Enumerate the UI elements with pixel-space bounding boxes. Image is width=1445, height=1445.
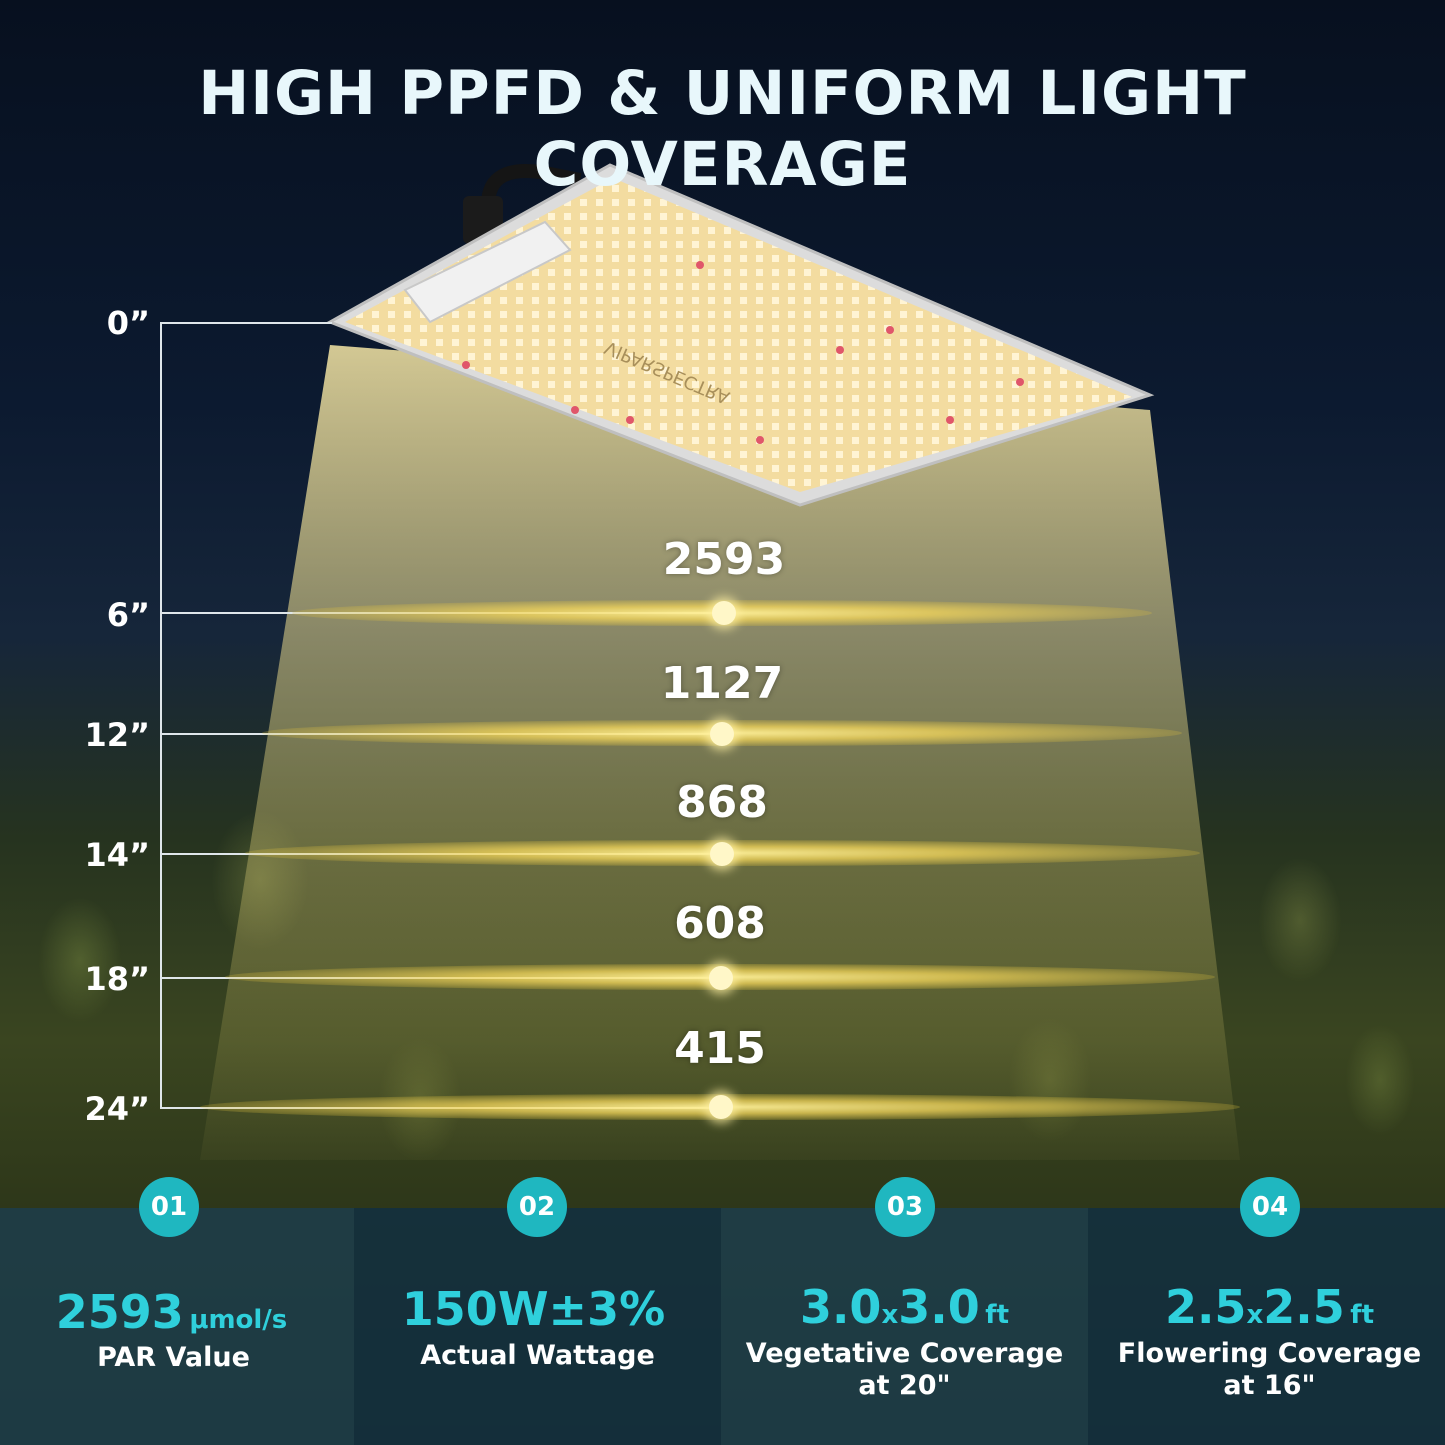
- par-value: 2593 μmol/s: [0, 1285, 355, 1339]
- vegetative-coverage-value: 3.0x3.0 ft: [721, 1280, 1088, 1334]
- ppfd-value-6: 2593: [662, 534, 786, 585]
- ppfd-value-18: 608: [674, 898, 766, 949]
- par-label: PAR Value: [97, 1342, 250, 1373]
- measure-point-24: [709, 1095, 733, 1119]
- flowering-label-line1: Flowering Coverage: [1117, 1338, 1422, 1369]
- spec-stats-band: [0, 1208, 1445, 1445]
- height-label-24: 24”: [84, 1090, 150, 1128]
- veg-unit: ft: [985, 1300, 1010, 1330]
- height-label-12: 12”: [84, 716, 150, 754]
- stat-badge-01: 01: [139, 1177, 199, 1237]
- flower-width: 2.5: [1164, 1280, 1247, 1334]
- flowering-label-line2: at 16": [1223, 1370, 1316, 1401]
- vegetative-label-line2: at 20": [858, 1370, 951, 1401]
- flower-length: 2.5: [1263, 1280, 1345, 1334]
- stat-card-wattage: [354, 1208, 721, 1445]
- wattage-number: 150W±3%: [401, 1282, 666, 1336]
- wattage-value: 150W±3%: [350, 1282, 717, 1336]
- height-label-18: 18”: [84, 960, 150, 998]
- ppfd-value-12: 1127: [660, 658, 784, 709]
- height-label-14: 14”: [84, 836, 150, 874]
- veg-length: 3.0: [898, 1280, 980, 1334]
- scale-tick-0: [160, 322, 332, 324]
- height-label-6: 6”: [106, 596, 150, 634]
- stat-badge-03: 03: [875, 1177, 935, 1237]
- flower-times: x: [1246, 1300, 1264, 1330]
- veg-width: 3.0: [799, 1280, 882, 1334]
- page-title: HIGH PPFD & UNIFORM LIGHT COVERAGE: [198, 58, 1247, 200]
- stat-badge-04: 04: [1240, 1177, 1300, 1237]
- measure-point-12: [710, 722, 734, 746]
- ppfd-value-14: 868: [676, 777, 768, 828]
- par-number: 2593: [55, 1285, 184, 1339]
- stat-card-vegetative: [721, 1208, 1088, 1445]
- measure-point-6: [712, 601, 736, 625]
- stat-card-flowering: [1088, 1208, 1445, 1445]
- measure-point-18: [709, 966, 733, 990]
- height-label-0: 0”: [106, 304, 150, 342]
- flowering-coverage-value: 2.5x2.5 ft: [1086, 1280, 1445, 1334]
- ppfd-value-24: 415: [674, 1023, 766, 1074]
- par-unit: μmol/s: [189, 1305, 288, 1335]
- vegetative-label-line1: Vegetative Coverage: [745, 1338, 1064, 1369]
- stat-badge-02: 02: [507, 1177, 567, 1237]
- wattage-label: Actual Wattage: [420, 1340, 655, 1371]
- flower-unit: ft: [1350, 1300, 1375, 1330]
- measure-point-14: [710, 842, 734, 866]
- height-scale-axis: [160, 322, 162, 1109]
- stat-card-par: [0, 1208, 354, 1445]
- veg-times: x: [881, 1300, 899, 1330]
